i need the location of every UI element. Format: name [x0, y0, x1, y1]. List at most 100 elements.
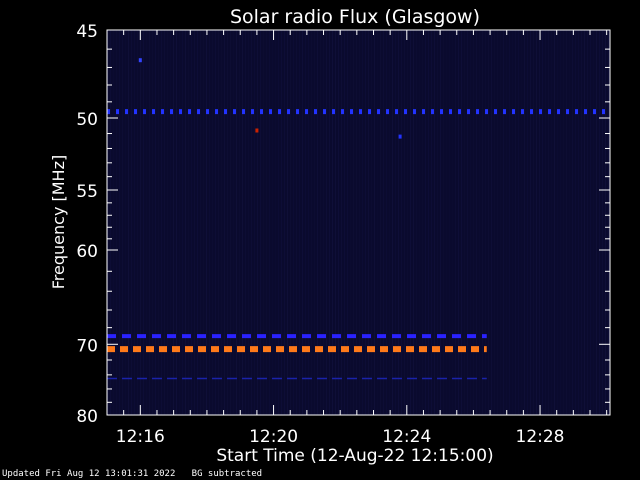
noise-stripe [191, 30, 192, 415]
noise-stripe [404, 30, 405, 415]
noise-stripe [443, 30, 444, 415]
noise-stripe [131, 30, 132, 415]
noise-stripe [452, 30, 453, 415]
noise-stripe [410, 30, 411, 415]
noise-stripe [401, 30, 402, 415]
y-axis-label-text: Frequency [49, 201, 68, 289]
x-tick-label: 12:20 [249, 427, 298, 447]
noise-stripe [419, 30, 420, 415]
noise-stripe [374, 30, 375, 415]
noise-stripe [380, 30, 381, 415]
noise-stripe [593, 30, 594, 415]
noise-stripe [431, 30, 432, 415]
noise-stripe [449, 30, 450, 415]
noise-stripe [596, 30, 597, 415]
noise-stripe [428, 30, 429, 415]
noise-stripe [182, 30, 183, 415]
noise-stripe [242, 30, 243, 415]
noise-stripe [524, 30, 525, 415]
noise-stripe [599, 30, 600, 415]
noise-stripe [476, 30, 477, 415]
noise-stripe [491, 30, 492, 415]
noise-stripe [140, 30, 141, 415]
noise-stripe [464, 30, 465, 415]
noise-stripe [278, 30, 279, 415]
noise-stripe [323, 30, 324, 415]
noise-stripe [203, 30, 204, 415]
noise-stripe [458, 30, 459, 415]
noise-stripe [137, 30, 138, 415]
noise-stripe [371, 30, 372, 415]
noise-stripe [206, 30, 207, 415]
noise-stripe [314, 30, 315, 415]
noise-stripe [125, 30, 126, 415]
noise-stripe [572, 30, 573, 415]
footer-note: BG subtracted [191, 469, 263, 479]
noise-stripe [260, 30, 261, 415]
noise-stripe [173, 30, 174, 415]
noise-stripe [248, 30, 249, 415]
noise-stripe [116, 30, 117, 415]
noise-stripe [353, 30, 354, 415]
noise-stripe [272, 30, 273, 415]
noise-stripe [110, 30, 111, 415]
emission-spot [398, 134, 402, 139]
noise-stripe [185, 30, 186, 415]
noise-stripe [344, 30, 345, 415]
noise-stripe [467, 30, 468, 415]
noise-stripe [500, 30, 501, 415]
noise-stripe [305, 30, 306, 415]
noise-stripe [269, 30, 270, 415]
noise-stripe [497, 30, 498, 415]
noise-stripe [335, 30, 336, 415]
noise-stripe [245, 30, 246, 415]
noise-stripe [236, 30, 237, 415]
noise-stripe [446, 30, 447, 415]
noise-stripe [482, 30, 483, 415]
noise-stripe [221, 30, 222, 415]
noise-stripe [254, 30, 255, 415]
noise-stripe [434, 30, 435, 415]
noise-stripe [176, 30, 177, 415]
noise-stripe [281, 30, 282, 415]
noise-stripe [119, 30, 120, 415]
noise-stripe [563, 30, 564, 415]
x-axis-label: Start Time (12-Aug-22 12:15:00) [216, 446, 493, 466]
noise-stripe [608, 30, 609, 415]
noise-stripe [560, 30, 561, 415]
noise-stripe [338, 30, 339, 415]
noise-stripe [392, 30, 393, 415]
noise-stripe [584, 30, 585, 415]
noise-stripe [311, 30, 312, 415]
noise-stripe [161, 30, 162, 415]
noise-stripe [197, 30, 198, 415]
y-tick-label: 45 [76, 22, 98, 42]
noise-stripe [437, 30, 438, 415]
noise-stripe [200, 30, 201, 415]
noise-stripe [536, 30, 537, 415]
noise-stripe [188, 30, 189, 415]
noise-stripe [422, 30, 423, 415]
noise-stripe [530, 30, 531, 415]
noise-stripe [578, 30, 579, 415]
y-tick-label: 70 [76, 336, 98, 356]
noise-stripe [389, 30, 390, 415]
noise-stripe [350, 30, 351, 415]
y-tick-label: 80 [76, 407, 98, 427]
noise-stripe [425, 30, 426, 415]
noise-stripe [179, 30, 180, 415]
emission-spot [138, 58, 142, 63]
chart-title: Solar radio Flux (Glasgow) [230, 6, 480, 28]
noise-stripe [257, 30, 258, 415]
noise-stripe [359, 30, 360, 415]
noise-stripe [554, 30, 555, 415]
noise-stripe [143, 30, 144, 415]
noise-stripe [218, 30, 219, 415]
noise-stripe [413, 30, 414, 415]
noise-stripe [488, 30, 489, 415]
noise-stripe [455, 30, 456, 415]
noise-stripe [416, 30, 417, 415]
noise-stripe [134, 30, 135, 415]
noise-stripe [275, 30, 276, 415]
y-axis-unit: MHz [49, 161, 68, 195]
